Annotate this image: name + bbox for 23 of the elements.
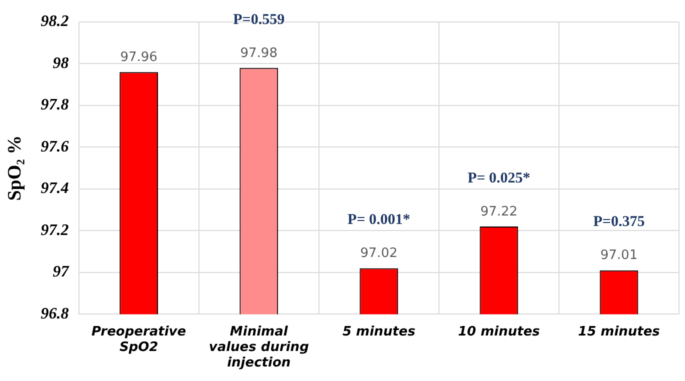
y-tick-label: 98.2 <box>40 13 69 30</box>
y-tick-label: 98 <box>52 54 69 72</box>
x-tick-label: 15 minutes <box>578 324 660 340</box>
x-tick-label: 10 minutes <box>458 324 540 340</box>
data-label: 97.98 <box>240 46 278 61</box>
y-axis-title: SpO₂ % <box>4 135 26 201</box>
annotation: P= 0.025* <box>468 170 530 186</box>
y-tick-label: 97.6 <box>40 138 69 156</box>
x-tick-label: Preoperative SpO2 <box>92 324 186 355</box>
annotation: P= 0.001* <box>348 212 410 228</box>
data-label: 97.01 <box>600 248 638 264</box>
data-label: 97.96 <box>120 50 158 65</box>
y-tick-label: 97.2 <box>40 222 69 239</box>
y-tick-label: 97.4 <box>40 180 69 198</box>
x-tick-label: Minimal values during injection <box>208 324 309 371</box>
annotation: P=0.559 <box>233 12 285 28</box>
y-tick-label: 97.8 <box>40 96 69 114</box>
x-tick-label: 5 minutes <box>342 324 416 340</box>
y-tick-label: 96.8 <box>40 305 69 322</box>
y-tick-label: 97 <box>52 264 70 281</box>
data-label: 97.22 <box>480 204 518 220</box>
data-label: 97.02 <box>360 246 398 262</box>
annotation: P=0.375 <box>593 214 645 230</box>
